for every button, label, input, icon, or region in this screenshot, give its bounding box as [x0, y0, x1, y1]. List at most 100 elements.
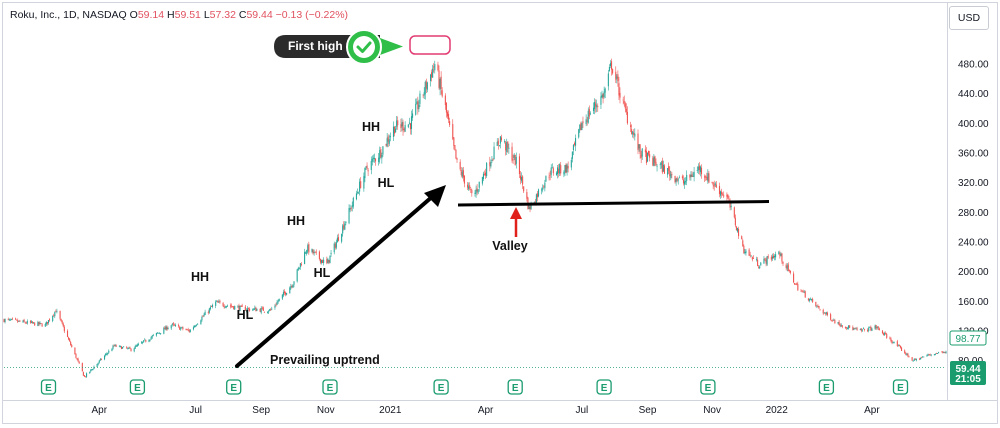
candle-body	[899, 345, 902, 348]
candle-body	[582, 121, 584, 124]
candle-body	[505, 142, 507, 151]
candle-body	[312, 249, 314, 254]
candle-body	[933, 354, 935, 356]
candle-body	[108, 350, 110, 353]
candle-body	[181, 327, 183, 328]
candle-body	[241, 305, 243, 307]
candle-body	[528, 205, 530, 210]
candle-body	[542, 187, 544, 190]
candle-body	[52, 315, 54, 322]
high-value: 59.51	[174, 9, 201, 21]
candle-body	[578, 129, 580, 138]
candle-body	[558, 168, 560, 173]
candle-body	[468, 186, 470, 190]
candle-body	[529, 206, 531, 210]
candle-body	[298, 267, 300, 269]
candle-body	[3, 319, 5, 323]
candle-body	[676, 177, 678, 181]
candle-body	[533, 201, 535, 203]
candle-body	[523, 186, 525, 192]
candle-body	[579, 124, 581, 131]
candle-body	[157, 332, 160, 334]
candle-body	[395, 128, 397, 133]
candle-body	[889, 337, 891, 339]
candle-body	[322, 259, 324, 264]
candle-body	[921, 357, 923, 359]
candle-body	[462, 170, 464, 178]
candle-body	[456, 158, 458, 160]
candle-body	[755, 259, 758, 260]
candle-body	[410, 116, 413, 129]
candle-body	[364, 168, 366, 179]
candle-body	[315, 251, 317, 253]
candle-body	[544, 182, 546, 189]
candle-body	[275, 304, 277, 306]
candle-body	[394, 126, 396, 134]
candle-body	[617, 74, 619, 81]
candle-body	[238, 305, 240, 311]
candle-body	[431, 72, 433, 78]
candle-body	[735, 226, 737, 231]
candle-body	[652, 157, 654, 166]
candle-body	[492, 159, 494, 161]
candle-body	[173, 324, 175, 326]
swing-label-0: HH	[191, 270, 209, 284]
currency-button[interactable]: USD	[949, 6, 989, 30]
candle-body	[234, 306, 236, 310]
candle-body	[669, 170, 671, 177]
earnings-icon-1: E	[134, 383, 141, 394]
candle-body	[519, 175, 522, 180]
candle-body	[897, 345, 899, 347]
candle-body	[482, 173, 485, 180]
symbol-name: Roku, Inc., 1D, NASDAQ	[10, 9, 127, 21]
candle-body	[96, 363, 98, 368]
y-tick-label-2: 160.00	[958, 297, 989, 308]
candle-body	[170, 325, 172, 329]
axes: 80.00120.00160.00200.00240.00280.00320.0…	[3, 3, 997, 416]
candle-body	[630, 125, 632, 127]
candle-body	[4, 318, 6, 323]
candle-body	[785, 264, 787, 269]
candle-body	[867, 329, 869, 332]
candle-body	[713, 185, 715, 187]
candle-body	[849, 325, 851, 328]
candle-body	[66, 330, 69, 337]
candle-body	[781, 253, 783, 262]
candle-body	[596, 105, 598, 108]
y-tick-label-9: 440.00	[958, 89, 989, 100]
candle-body	[25, 322, 27, 324]
candle-body	[869, 326, 871, 328]
candle-body	[704, 176, 706, 178]
candle-body	[763, 258, 765, 264]
candle-body	[881, 330, 884, 334]
candle-body	[192, 327, 195, 330]
x-tick-label-3: Nov	[317, 405, 335, 416]
candle-body	[426, 82, 428, 90]
candle-body	[335, 241, 337, 248]
candle-body	[344, 223, 346, 230]
candle-body	[323, 259, 325, 263]
candle-body	[165, 326, 167, 330]
earnings-marker-7	[700, 379, 716, 395]
annotations: E E E E E E E E E E Prevailing uptrend Valley HH HL HH…	[4, 29, 946, 395]
earnings-marker-0	[40, 379, 57, 395]
candle-body	[418, 104, 420, 109]
candle-body	[689, 174, 691, 178]
candle-body	[167, 328, 169, 330]
candle-body	[721, 191, 723, 195]
candle-body	[388, 139, 390, 144]
candle-body	[831, 320, 833, 322]
candle-body	[661, 160, 663, 173]
candle-body	[780, 253, 782, 256]
x-tick-label-6: Jul	[576, 405, 589, 416]
candle-body	[445, 102, 447, 113]
candle-body	[847, 328, 849, 329]
candle-body	[638, 144, 640, 149]
candle-body	[461, 171, 463, 177]
candle-body	[374, 158, 377, 162]
candle-body	[943, 351, 945, 353]
candle-body	[712, 182, 714, 186]
candle-body	[182, 327, 184, 330]
candle-body	[854, 328, 856, 330]
